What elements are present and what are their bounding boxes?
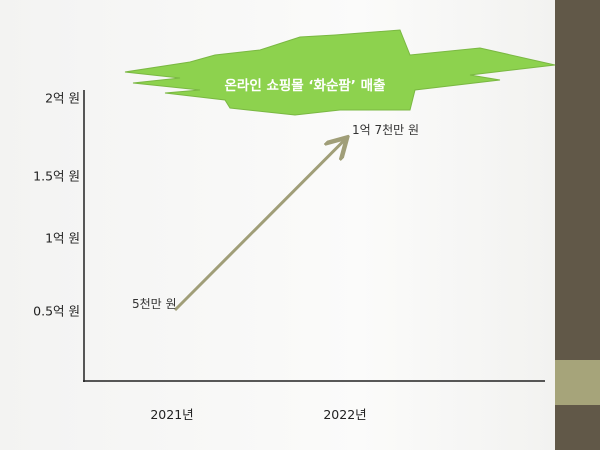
y-tick-label: 1억 원 [45,230,80,246]
y-tick-label: 1.5억 원 [33,168,80,184]
data-label: 1억 7천만 원 [352,123,420,137]
x-tick-label: 2021년 [150,407,194,422]
data-label: 5천만 원 [132,297,177,311]
sidebar-accent-band [555,360,600,405]
chart-title: 온라인 쇼핑몰 ‘화순팜’ 매출 [224,78,386,94]
title-burst-shape [124,29,556,116]
sales-growth-arrow [173,140,345,312]
y-tick-label: 2억 원 [45,90,80,106]
y-tick-label: 0.5억 원 [33,303,80,319]
x-tick-label: 2022년 [323,407,367,422]
